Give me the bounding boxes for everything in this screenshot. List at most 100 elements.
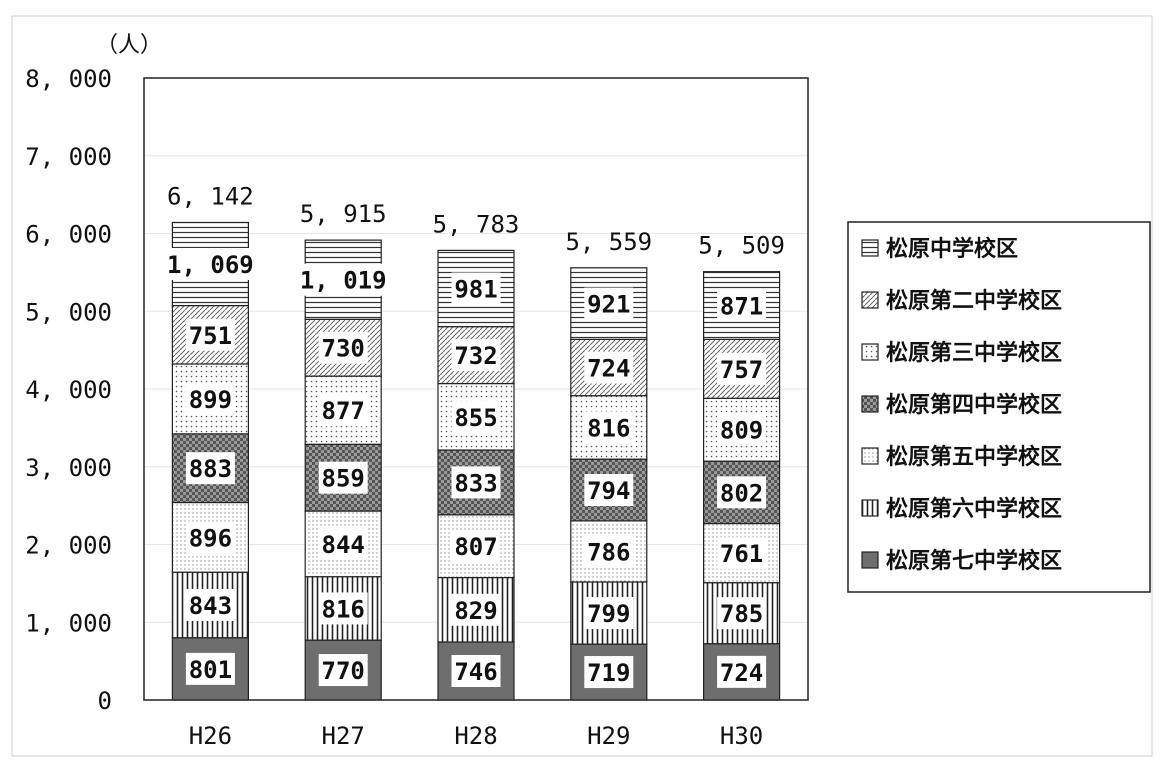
bar-segment xyxy=(437,449,515,516)
data-label: 896 xyxy=(189,524,232,552)
data-label-bg xyxy=(451,593,501,626)
legend-label: 松原中学校区 xyxy=(886,236,1018,262)
data-label: 816 xyxy=(322,595,365,623)
legend-label: 松原第七中学校区 xyxy=(886,548,1062,574)
data-label: 786 xyxy=(587,538,630,566)
data-label-bg xyxy=(451,654,501,687)
legend-swatch xyxy=(861,395,879,413)
data-label: 843 xyxy=(189,592,232,620)
data-label: 829 xyxy=(454,597,497,625)
y-axis: 0 1, 000 2, 000 3, 000 4, 000 5, 000 6, 000 7, … xyxy=(25,65,112,715)
x-category-label: H27 xyxy=(322,722,365,750)
total-label: 5, 783 xyxy=(433,210,520,238)
data-label-bg xyxy=(584,535,634,568)
data-label-bg xyxy=(185,521,235,554)
data-label-bg xyxy=(451,466,501,499)
legend-label: 松原第五中学校区 xyxy=(886,444,1062,470)
data-label: 801 xyxy=(189,656,232,684)
data-label-bg xyxy=(318,592,368,625)
data-label-bg xyxy=(185,382,235,415)
data-label: 899 xyxy=(189,386,232,414)
legend-label: 松原第六中学校区 xyxy=(886,496,1062,522)
data-label: 757 xyxy=(720,356,763,384)
data-label-bg xyxy=(299,263,388,296)
data-label: 855 xyxy=(454,404,497,432)
data-label: 844 xyxy=(322,531,365,559)
y-tick-label: 5, 000 xyxy=(25,298,112,326)
data-label: 732 xyxy=(454,342,497,370)
data-label: 802 xyxy=(720,479,763,507)
data-label-bg xyxy=(717,655,767,688)
data-label: 724 xyxy=(587,355,630,383)
data-label-bg xyxy=(185,588,235,621)
data-label-bg xyxy=(717,537,767,570)
data-label-bg xyxy=(451,400,501,433)
y-tick-label: 1, 000 xyxy=(25,609,112,637)
data-label-bg xyxy=(318,461,368,494)
legend-swatch xyxy=(861,499,879,517)
data-label: 981 xyxy=(454,276,497,304)
data-label: 730 xyxy=(322,335,365,363)
bars: 801 843 896 883 899 751 1, 069 770 816 844 859 877 7… xyxy=(166,221,781,701)
data-label-bg xyxy=(584,411,634,444)
data-label-bg xyxy=(717,413,767,446)
data-label-bg xyxy=(717,476,767,509)
x-category-label: H30 xyxy=(720,722,763,750)
data-label-bg xyxy=(717,289,767,322)
y-tick-label: 4, 000 xyxy=(25,376,112,404)
data-label-bg xyxy=(451,339,501,372)
data-label: 877 xyxy=(322,397,365,425)
bar-segment xyxy=(570,458,648,522)
chart-frame xyxy=(11,15,1153,757)
data-label-bg xyxy=(717,352,767,385)
legend-label: 松原第二中学校区 xyxy=(886,288,1062,314)
total-labels: 6, 142 5, 915 5, 783 5, 559 5, 509 xyxy=(167,182,785,259)
x-axis: H26 H27 H28 H29 H30 xyxy=(189,722,764,750)
data-label: 809 xyxy=(720,417,763,445)
data-label-bg xyxy=(185,318,235,351)
x-category-label: H29 xyxy=(587,722,630,750)
data-label-bg xyxy=(584,656,634,689)
data-label-bg xyxy=(584,287,634,320)
data-label: 833 xyxy=(454,469,497,497)
data-label: 761 xyxy=(720,540,763,568)
legend: 松原中学校区松原第二中学校区松原第三中学校区松原第四中学校区松原第五中学校区松原… xyxy=(847,221,1151,593)
data-label: 751 xyxy=(189,322,232,350)
x-category-label: H26 xyxy=(189,722,232,750)
data-label-bg xyxy=(166,248,255,281)
data-label: 1, 069 xyxy=(167,251,254,279)
y-tick-label: 7, 000 xyxy=(25,143,112,171)
legend-box xyxy=(847,221,1151,593)
y-tick-label: 6, 000 xyxy=(25,221,112,249)
legend-swatch xyxy=(861,239,879,257)
data-label-bg xyxy=(185,652,235,685)
data-label-bg xyxy=(318,331,368,364)
total-label: 5, 915 xyxy=(300,200,387,228)
data-label: 816 xyxy=(587,414,630,442)
data-label: 719 xyxy=(587,659,630,687)
data-label-bg xyxy=(451,530,501,563)
data-label: 871 xyxy=(720,293,763,321)
total-label: 6, 142 xyxy=(167,182,254,210)
data-label-bg xyxy=(318,527,368,560)
data-label: 921 xyxy=(587,291,630,319)
legend-swatch xyxy=(861,291,879,309)
y-tick-label: 0 xyxy=(98,687,112,715)
data-label-bg xyxy=(717,597,767,630)
data-label: 794 xyxy=(587,477,630,505)
gridlines xyxy=(144,155,808,623)
data-label-bg xyxy=(185,452,235,485)
legend-label: 松原第四中学校区 xyxy=(886,392,1062,418)
legend-swatch xyxy=(861,447,879,465)
data-label-bg xyxy=(584,473,634,506)
y-unit-label: （人） xyxy=(96,33,162,58)
x-category-label: H28 xyxy=(454,722,497,750)
data-label: 807 xyxy=(454,533,497,561)
data-label-bg xyxy=(318,394,368,427)
data-label-bg xyxy=(584,597,634,630)
data-label: 770 xyxy=(322,657,365,685)
total-label: 5, 509 xyxy=(698,232,785,260)
y-tick-label: 2, 000 xyxy=(25,532,112,560)
y-tick-label: 8, 000 xyxy=(25,65,112,93)
